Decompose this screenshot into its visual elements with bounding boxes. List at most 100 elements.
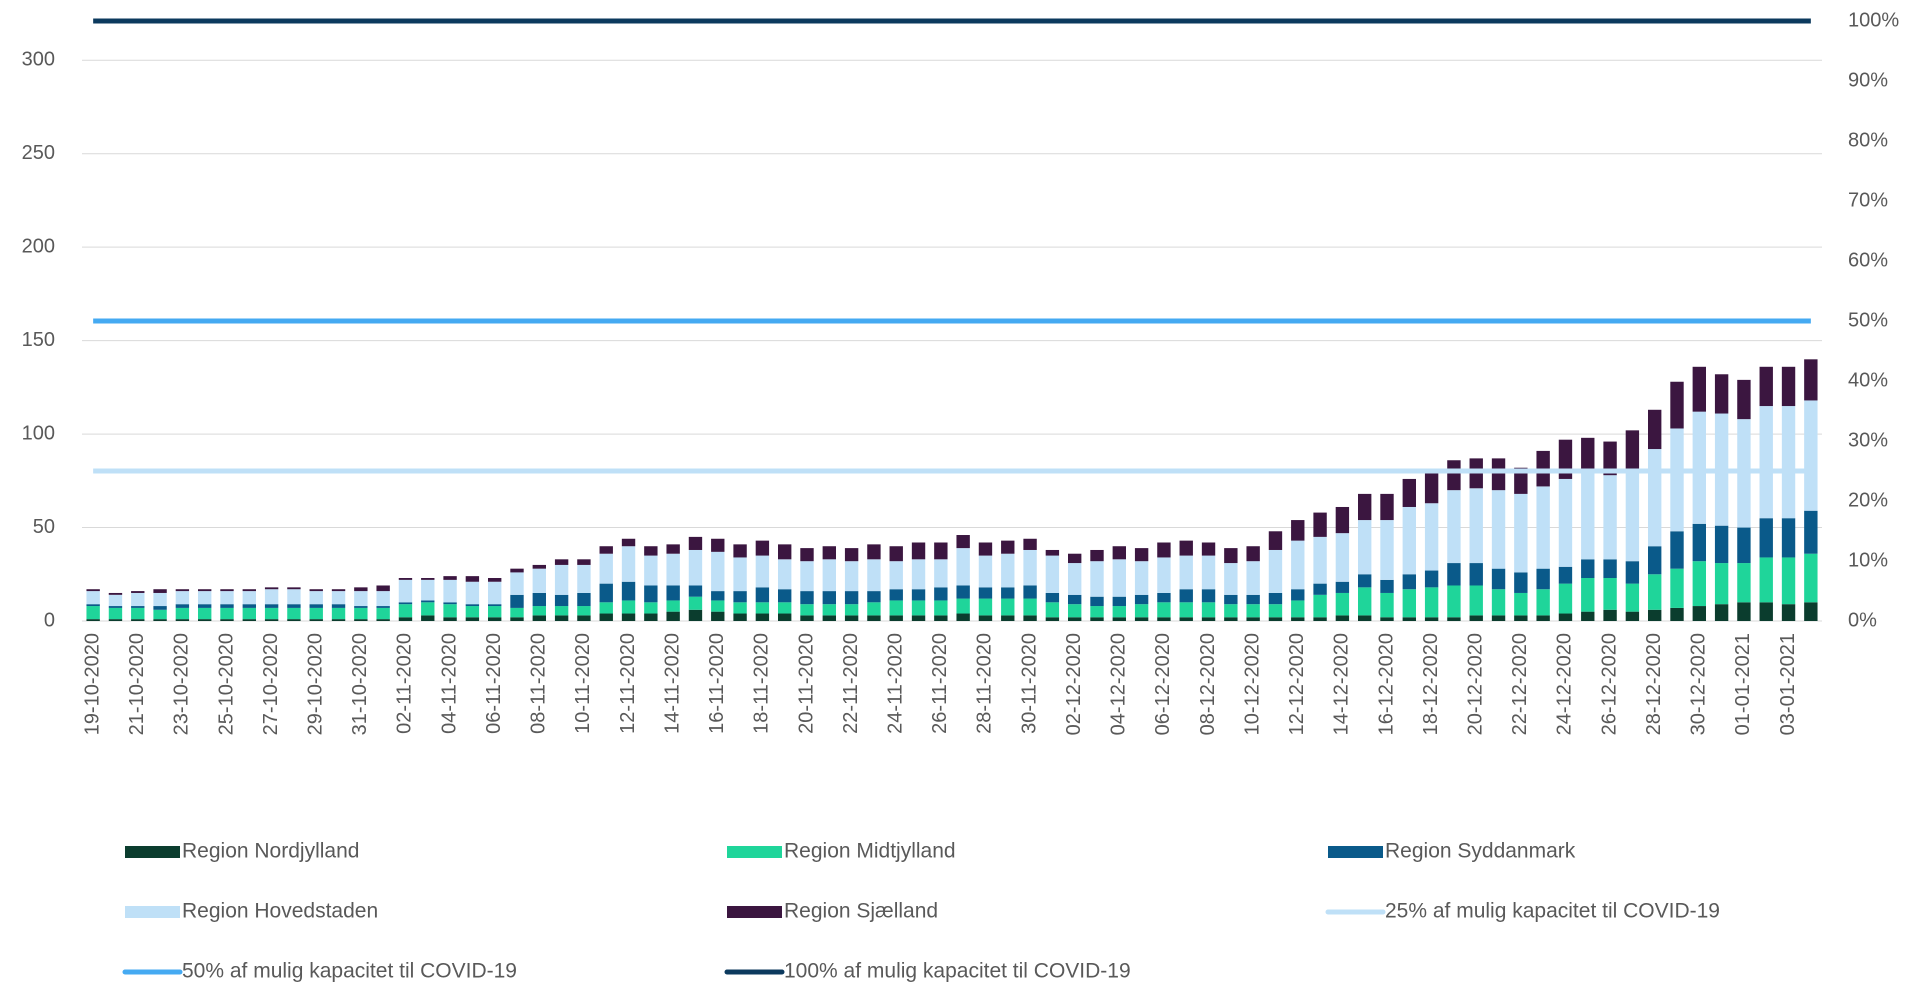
bar-segment [1001, 598, 1015, 616]
bar-segment [264, 604, 279, 608]
bar-segment [1447, 490, 1461, 564]
bar-segment [1112, 559, 1126, 597]
bar-segment [934, 559, 948, 588]
bar-segment [1603, 441, 1617, 476]
bar-segment [1023, 585, 1037, 599]
y2-tick-label: 30% [1848, 429, 1888, 451]
bar-segment [1268, 604, 1283, 618]
bar-segment [1714, 604, 1729, 621]
bar-segment [1469, 585, 1483, 616]
bar-segment [1090, 617, 1104, 621]
bar-segment [264, 619, 279, 621]
bar-segment [1759, 406, 1773, 519]
bar-segment [488, 604, 502, 607]
bar-segment [1648, 609, 1662, 621]
bar-segment [889, 589, 903, 601]
bar-segment [1581, 559, 1595, 579]
bar-segment [1469, 488, 1483, 564]
bar-segment [1714, 525, 1729, 564]
bar-segment [688, 596, 703, 610]
bar-segment [800, 591, 814, 605]
bar-segment [911, 542, 926, 560]
bar-segment [666, 611, 680, 621]
bar-segment [1625, 561, 1640, 584]
bar-segment [175, 604, 190, 608]
bar-segment [1402, 574, 1416, 590]
bar-segment [1514, 467, 1528, 494]
bar-segment [1692, 606, 1706, 621]
bar-segment [1068, 604, 1082, 618]
bar-segment [1201, 589, 1216, 603]
bar-segment [1447, 563, 1461, 586]
bar-segment [956, 585, 970, 599]
x-tick-label: 31-10-2020 [349, 633, 371, 735]
bar-segment [354, 619, 368, 621]
bar-segment [220, 591, 234, 605]
bar-segment [978, 615, 993, 621]
bar-segment [1514, 493, 1528, 573]
legend-swatch [727, 906, 782, 918]
x-tick-label: 19-10-2020 [81, 633, 103, 735]
bar-segment [778, 613, 792, 621]
bar-segment [755, 555, 770, 588]
bar-segment [934, 600, 948, 616]
x-tick-label: 29-10-2020 [305, 633, 327, 735]
bar-segment [1068, 563, 1082, 595]
bar-segment [1447, 585, 1461, 618]
bar-segment [108, 619, 123, 621]
bar-segment [86, 591, 100, 605]
x-tick-label: 18-11-2020 [751, 633, 773, 734]
bar-segment [1781, 406, 1796, 519]
bar-segment [1781, 604, 1796, 621]
bar-segment [1491, 589, 1506, 616]
bar-segment [242, 607, 256, 620]
y-tick-label: 150 [22, 329, 55, 351]
bar-segment [1268, 617, 1283, 621]
bar-segment [1603, 559, 1617, 579]
bar-segment [443, 604, 457, 618]
bar-segment [867, 559, 881, 592]
bar-segment [621, 538, 636, 547]
bar-segment [287, 587, 301, 590]
bar-segment [1157, 617, 1171, 621]
bar-segment [666, 600, 680, 612]
bar-segment [577, 564, 591, 593]
bar-segment [822, 604, 836, 616]
bar-segment [1335, 506, 1350, 534]
bar-segment [889, 561, 903, 590]
bar-segment [1804, 602, 1818, 621]
legend-label: 25% af mulig kapacitet til COVID-19 [1385, 900, 1720, 923]
bar-segment [644, 585, 658, 603]
bar-segment [465, 581, 480, 605]
bar-segment [1558, 613, 1573, 621]
bar-segment [175, 607, 190, 620]
bar-segment [1514, 572, 1528, 593]
bar-segment [1714, 374, 1729, 414]
bar-segment [1558, 566, 1573, 584]
bar-segment [287, 604, 301, 608]
bar-segment [220, 589, 234, 592]
bar-segment [1447, 460, 1461, 491]
bar-segment [644, 546, 658, 556]
bar-segment [86, 606, 100, 620]
bar-segment [1491, 615, 1506, 621]
bar-segment [331, 591, 346, 605]
legend-label: Region Sjælland [784, 900, 938, 923]
bar-segment [1380, 520, 1394, 580]
bar-segment [1090, 596, 1104, 607]
x-tick-label: 26-11-2020 [929, 633, 951, 734]
bar-segment [1625, 430, 1640, 470]
bar-segment [1625, 611, 1640, 621]
bar-segment [1134, 617, 1149, 621]
x-tick-label: 14-12-2020 [1331, 633, 1353, 735]
bar-segment [153, 619, 167, 621]
bar-segment [1001, 587, 1015, 599]
x-tick-label: 21-10-2020 [126, 633, 148, 735]
bar-segment [532, 592, 546, 607]
bar-segment [1291, 589, 1305, 601]
bar-segment [1603, 578, 1617, 610]
bar-segment [911, 559, 926, 590]
bar-segment [1246, 594, 1260, 605]
bar-segment [1112, 546, 1126, 560]
bar-segment [398, 602, 413, 605]
